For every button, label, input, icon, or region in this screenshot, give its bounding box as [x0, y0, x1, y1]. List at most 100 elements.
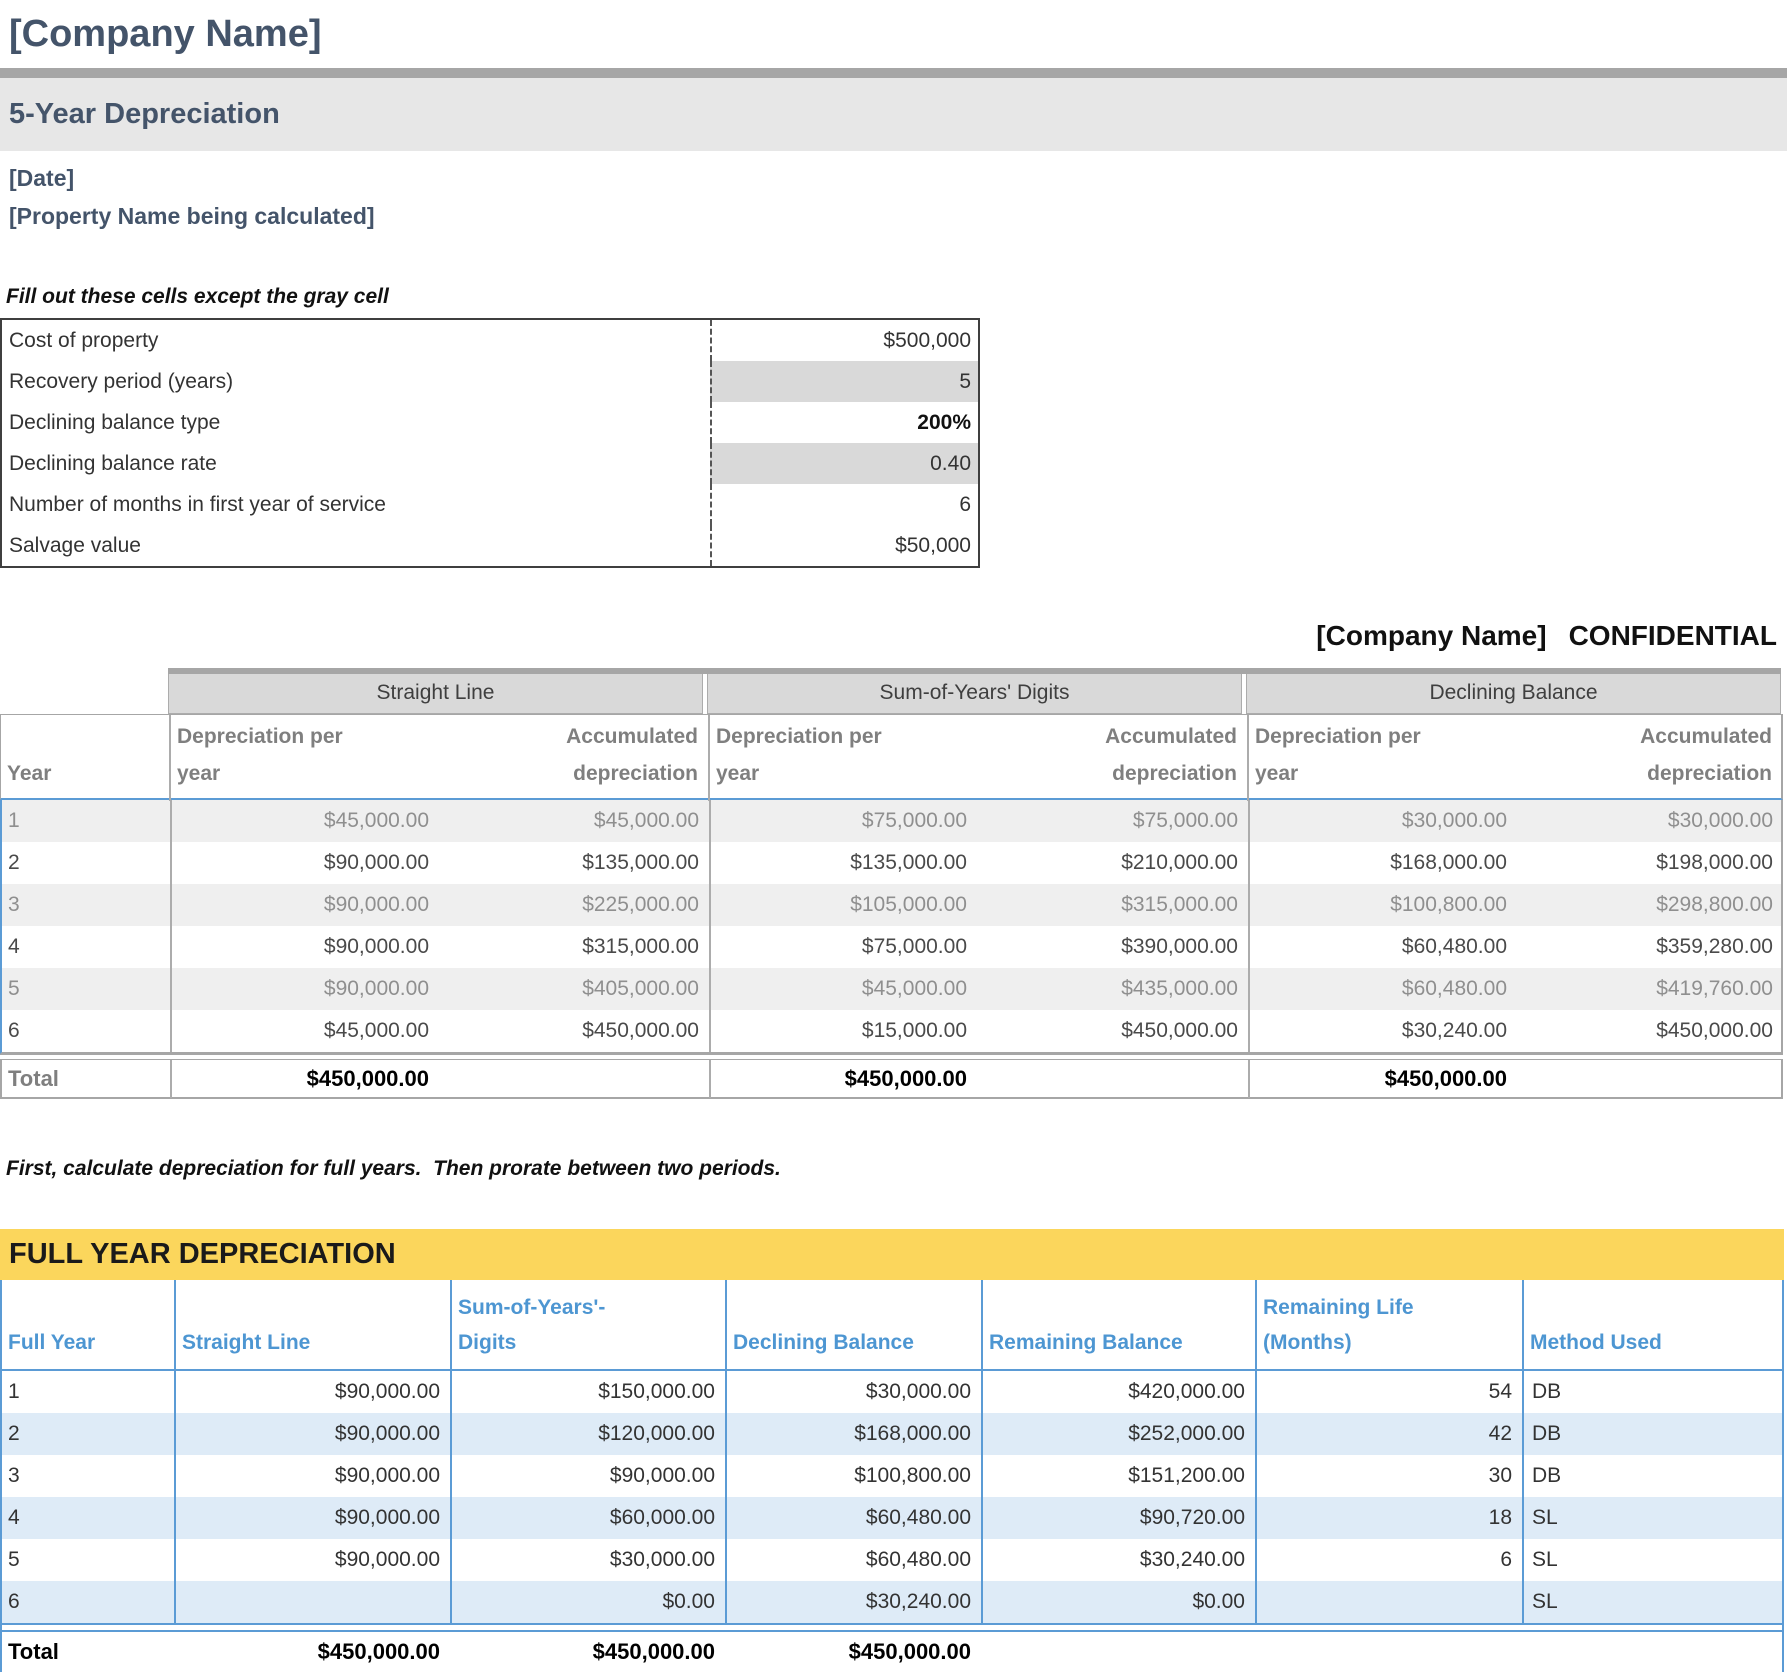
- db-acc-cell: $359,280.00: [1656, 935, 1773, 958]
- method-used-cell: DB: [1522, 1371, 1782, 1413]
- syd-acc-cell: $210,000.00: [1121, 851, 1238, 874]
- sl-dep-cell: $45,000.00: [170, 800, 439, 842]
- remaining-life-cell: 30: [1255, 1455, 1522, 1497]
- straight-line-cell: $90,000.00: [174, 1371, 450, 1413]
- syd-acc-cell: $75,000.00: [1132, 809, 1238, 832]
- sl-accumulated-header: Accumulated depreciation: [566, 725, 698, 785]
- cost-of-property-cell[interactable]: $500,000: [710, 320, 978, 361]
- syd-acc-cell: $315,000.00: [1121, 893, 1238, 916]
- syd-accumulated-header: Accumulated depreciation: [1105, 725, 1237, 785]
- syd-cell: $120,000.00: [450, 1413, 725, 1455]
- declining-balance-rate-cell: 0.40: [710, 443, 978, 484]
- full-year-header-row: Full Year Straight Line Sum-of-Years'-Di…: [2, 1280, 1782, 1371]
- method-used-cell: SL: [1522, 1497, 1782, 1539]
- sl-acc-cell: $450,000.00: [582, 1019, 699, 1042]
- db-acc-cell: $450,000.00: [1656, 1019, 1773, 1042]
- year-cell: 2: [8, 851, 20, 874]
- depreciation-table-body: 1 $45,000.00 $45,000.00 $75,000.00 $75,0…: [0, 800, 1783, 1054]
- table-row: 1 $90,000.00 $150,000.00 $30,000.00 $420…: [2, 1371, 1782, 1413]
- page-title: 5-Year Depreciation: [9, 98, 280, 130]
- table-row: 1 $45,000.00 $45,000.00 $75,000.00 $75,0…: [2, 800, 1781, 842]
- db-acc-cell: $30,000.00: [1667, 809, 1773, 832]
- input-label: Recovery period (years): [9, 369, 234, 393]
- remaining-balance-cell: $420,000.00: [981, 1371, 1255, 1413]
- db-acc-cell: $298,800.00: [1656, 893, 1773, 916]
- syd-acc-cell: $390,000.00: [1121, 935, 1238, 958]
- declining-balance-col-header: Declining Balance: [725, 1280, 981, 1369]
- remaining-balance-col-header: Remaining Balance: [981, 1280, 1255, 1369]
- table-row: 5 $90,000.00 $30,000.00 $60,480.00 $30,2…: [2, 1539, 1782, 1581]
- method-used-cell: DB: [1522, 1455, 1782, 1497]
- sl-acc-cell: $135,000.00: [582, 851, 699, 874]
- method-used-cell: SL: [1522, 1539, 1782, 1581]
- table-row: 2 $90,000.00 $120,000.00 $168,000.00 $25…: [2, 1413, 1782, 1455]
- straight-line-cell: [174, 1581, 450, 1623]
- syd-dep-cell: $105,000.00: [709, 884, 977, 926]
- sl-dep-cell: $90,000.00: [170, 842, 439, 884]
- full-year-cell: 5: [8, 1548, 20, 1571]
- db-dep-cell: $30,000.00: [1248, 800, 1517, 842]
- syd-cell: $60,000.00: [450, 1497, 725, 1539]
- syd-total: $450,000.00: [592, 1639, 715, 1664]
- table-row: 5 $90,000.00 $405,000.00 $45,000.00 $435…: [2, 968, 1781, 1010]
- remaining-balance-cell: $0.00: [981, 1581, 1255, 1623]
- year-cell: 1: [8, 809, 20, 832]
- input-row: Recovery period (years) 5: [2, 361, 978, 402]
- fill-instructions: Fill out these cells except the gray cel…: [6, 285, 389, 308]
- year-column-header: Year: [7, 761, 52, 785]
- input-row: Number of months in first year of servic…: [2, 484, 978, 525]
- total-separator: [2, 1623, 1782, 1632]
- recovery-period-cell: 5: [710, 361, 978, 402]
- method-used-cell: SL: [1522, 1581, 1782, 1623]
- remaining-life-cell: 54: [1255, 1371, 1522, 1413]
- straight-line-cell: $90,000.00: [174, 1455, 450, 1497]
- db-total: $450,000.00: [1248, 1060, 1517, 1098]
- full-year-cell: 4: [8, 1506, 20, 1529]
- input-label: Number of months in first year of servic…: [9, 492, 386, 516]
- syd-cell: $30,000.00: [450, 1539, 725, 1581]
- input-label: Salvage value: [9, 533, 141, 557]
- remaining-balance-cell: $151,200.00: [981, 1455, 1255, 1497]
- year-cell: 5: [8, 977, 20, 1000]
- full-year-depreciation-banner: FULL YEAR DEPRECIATION: [0, 1229, 1784, 1280]
- remaining-life-cell: [1255, 1581, 1522, 1623]
- input-label: Cost of property: [9, 328, 159, 352]
- syd-cell: $90,000.00: [450, 1455, 725, 1497]
- subtitle-band: 5-Year Depreciation: [0, 78, 1787, 151]
- total-label: Total: [8, 1066, 59, 1091]
- syd-dep-cell: $45,000.00: [709, 968, 977, 1010]
- full-year-cell: 1: [8, 1380, 20, 1403]
- remaining-life-cell: 42: [1255, 1413, 1522, 1455]
- table-row: 3 $90,000.00 $90,000.00 $100,800.00 $151…: [2, 1455, 1782, 1497]
- syd-acc-cell: $450,000.00: [1121, 1019, 1238, 1042]
- input-row: Declining balance type 200%: [2, 402, 978, 443]
- table-row: 4 $90,000.00 $315,000.00 $75,000.00 $390…: [2, 926, 1781, 968]
- table-row: 2 $90,000.00 $135,000.00 $135,000.00 $21…: [2, 842, 1781, 884]
- table-row: 6 $45,000.00 $450,000.00 $15,000.00 $450…: [2, 1010, 1781, 1052]
- declining-balance-type-cell[interactable]: 200%: [710, 402, 978, 443]
- full-year-title: FULL YEAR DEPRECIATION: [9, 1238, 396, 1270]
- year-cell: 4: [8, 935, 20, 958]
- sl-dep-cell: $90,000.00: [170, 926, 439, 968]
- method-used-cell: DB: [1522, 1413, 1782, 1455]
- months-first-year-cell[interactable]: 6: [710, 484, 978, 525]
- sl-dep-cell: $90,000.00: [170, 968, 439, 1010]
- syd-total: $450,000.00: [709, 1060, 977, 1098]
- year-cell: 3: [8, 893, 20, 916]
- depreciation-comparison-table: Straight Line Sum-of-Years' Digits Decli…: [0, 668, 1783, 1099]
- syd-dep-cell: $75,000.00: [709, 800, 977, 842]
- syd-dep-cell: $135,000.00: [709, 842, 977, 884]
- declining-balance-cell: $60,480.00: [725, 1539, 981, 1581]
- syd-cell: $150,000.00: [450, 1371, 725, 1413]
- syd-cell: $0.00: [450, 1581, 725, 1623]
- declining-balance-cell: $100,800.00: [725, 1455, 981, 1497]
- input-label: Declining balance type: [9, 410, 221, 434]
- db-dep-per-year-header: Depreciation per year: [1247, 715, 1516, 801]
- db-dep-cell: $30,240.00: [1248, 1010, 1517, 1052]
- salvage-value-cell[interactable]: $50,000: [710, 525, 978, 566]
- db-dep-cell: $60,480.00: [1248, 968, 1517, 1010]
- db-dep-cell: $60,480.00: [1248, 926, 1517, 968]
- straight-line-cell: $90,000.00: [174, 1413, 450, 1455]
- prorate-note: First, calculate depreciation for full y…: [6, 1157, 781, 1180]
